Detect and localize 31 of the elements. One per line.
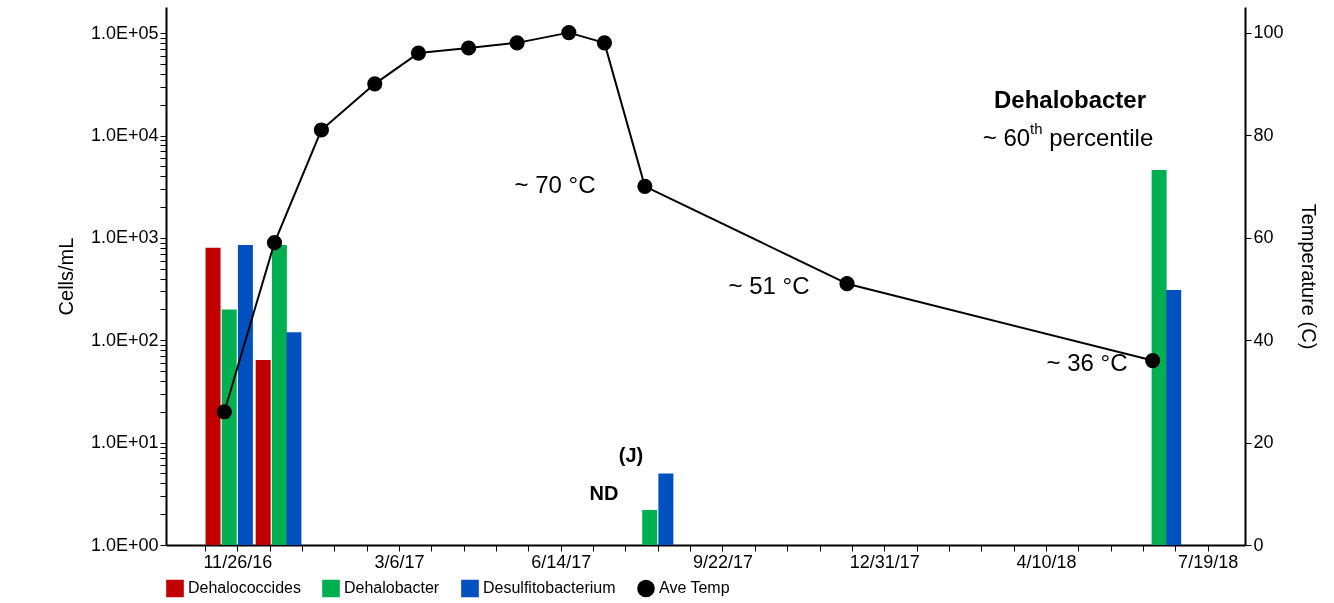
y-axis-title: Cells/mL [54,237,77,316]
legend-label: Ave Temp [659,579,730,597]
x-tick-label: 6/14/17 [531,551,592,572]
y2-tick-label: 20 [1253,432,1274,453]
annotation: ND [589,482,619,504]
y2-axis-title: Temperature (C) [1297,203,1320,350]
x-tick-label: 4/10/18 [1016,551,1077,572]
y2-tick-label: 0 [1253,534,1264,555]
y-tick-label: 1.0E+03 [90,227,159,248]
legend-label: Dehalococcides [188,579,301,597]
y2-tick-label: 80 [1253,124,1274,145]
legend-label: Dehalobacter [344,579,440,597]
annotation: ~ 36 °C [1046,349,1128,376]
annotation: (J) [618,444,644,466]
y-tick-label: 1.0E+00 [90,534,159,555]
x-tick-label: 3/6/17 [374,551,425,572]
y-tick-label: 1.0E+01 [90,432,159,453]
annotation: ~ 51 °C [728,272,810,299]
x-tick-label: 7/19/18 [1178,551,1239,572]
y-tick-label: 1.0E+04 [90,125,159,146]
y2-tick-label: 60 [1253,227,1274,248]
y2-tick-label: 40 [1253,329,1274,350]
y-tick-label: 1.0E+05 [90,22,159,43]
legend-label: Desulfitobacterium [483,579,616,597]
y-tick-label: 1.0E+02 [90,329,159,350]
x-tick-label: 11/26/16 [203,551,273,572]
annotation: ~ 70 °C [514,171,596,198]
x-tick-label: 9/22/17 [692,551,754,572]
y2-tick-label: 100 [1253,22,1284,43]
annotation: Dehalobacter [993,86,1147,113]
x-tick-label: 12/31/17 [849,551,920,572]
